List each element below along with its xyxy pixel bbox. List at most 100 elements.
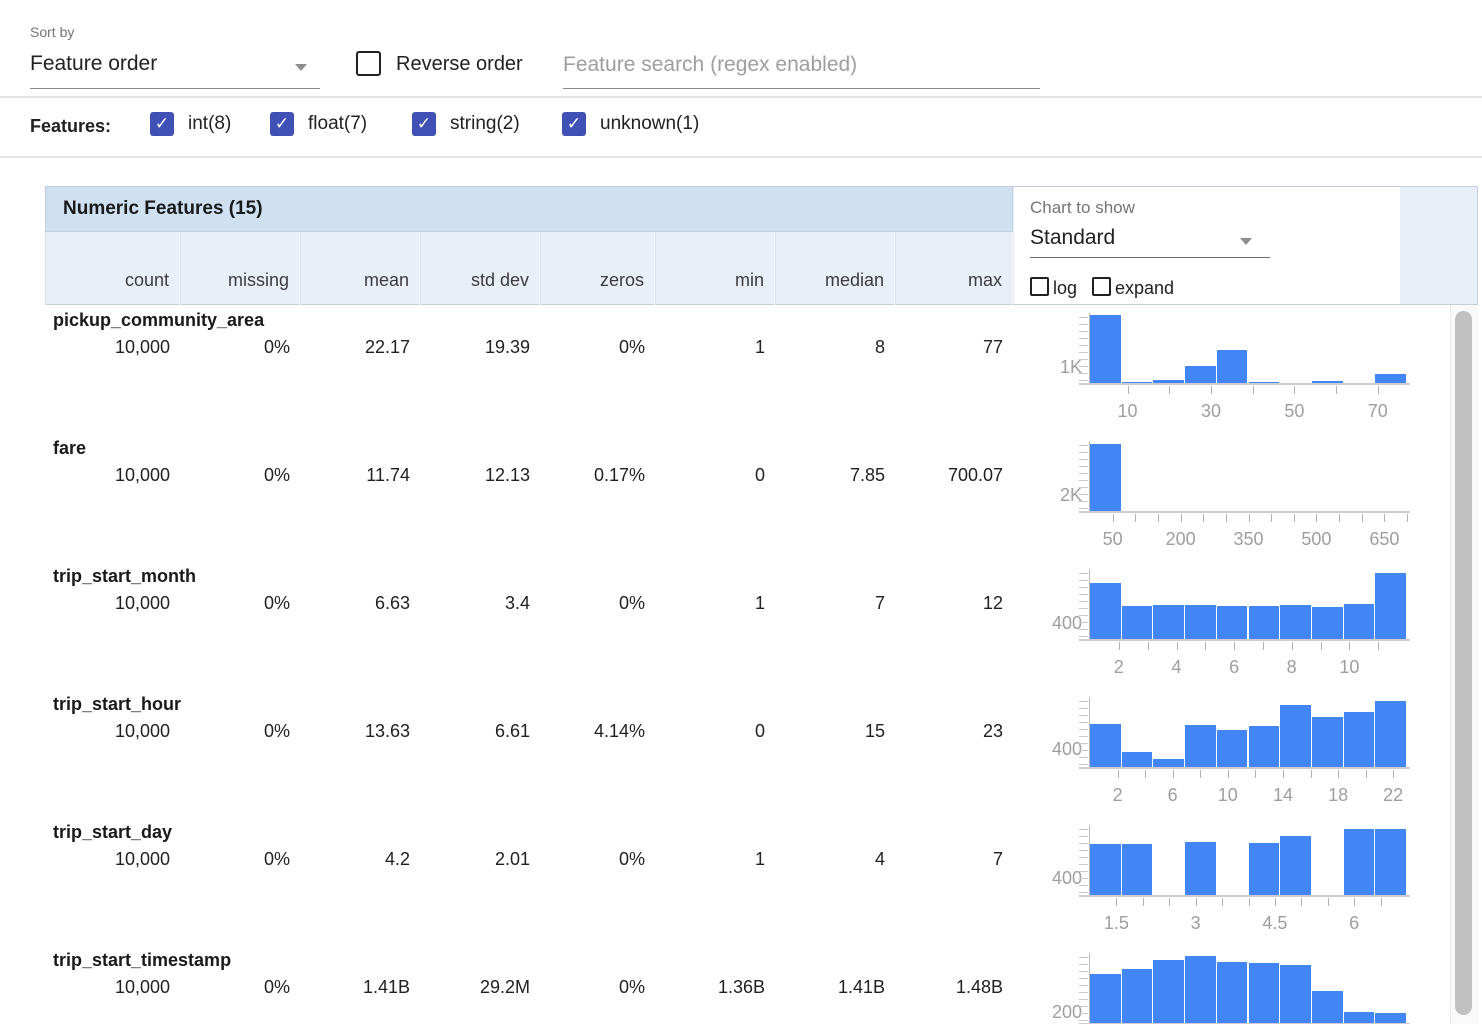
histogram-bar (1185, 366, 1216, 383)
y-axis-tick (1079, 701, 1088, 702)
x-axis-tick (1407, 514, 1408, 522)
stat-mean: 11.74 (366, 465, 410, 485)
x-axis-tick (1118, 642, 1120, 650)
feature-filter[interactable]: ✓ unknown(1) (562, 112, 699, 136)
y-axis-line (1089, 313, 1090, 383)
histogram-bar (1090, 443, 1121, 511)
chevron-down-icon[interactable] (1240, 238, 1252, 245)
stat-mean: 22.17 (364, 337, 410, 357)
histogram-bar (1121, 382, 1153, 383)
feature-histogram[interactable]: 400 1.5 3 4.5 6 (1030, 825, 1430, 943)
y-axis-line (1089, 825, 1090, 895)
histogram-bar (1248, 606, 1280, 639)
x-axis-tick (1157, 514, 1159, 522)
y-axis-tick (1079, 473, 1088, 474)
x-axis-tick (1252, 386, 1254, 394)
feature-filter[interactable]: ✓ int(8) (150, 112, 231, 136)
chart-to-show-label: Chart to show (1030, 198, 1135, 217)
y-axis-tick (1079, 1013, 1088, 1014)
feature-histogram[interactable]: 400 2 6 10 14 18 22 (1030, 697, 1430, 815)
feature-histogram[interactable]: 2K 50 200 350 500 650 (1030, 441, 1430, 559)
features-divider (0, 156, 1482, 158)
vertical-scrollbar-thumb[interactable] (1455, 311, 1472, 1015)
x-axis-tick (1176, 642, 1178, 650)
x-axis-tick (1294, 386, 1296, 394)
histogram-bar (1153, 959, 1185, 1023)
y-axis-tick (1079, 743, 1088, 744)
feature-histogram[interactable]: 200 (1030, 953, 1430, 1024)
chevron-down-icon[interactable] (295, 64, 307, 71)
stat-zeros: 4.14% (593, 721, 645, 741)
y-axis-tick (1079, 708, 1088, 709)
stat-missing: 0% (263, 593, 290, 613)
histogram-bar (1153, 380, 1185, 383)
sort-by-underline (30, 88, 320, 89)
table-row: pickup_community_area 10,000 0% 22.17 19.39 0… (45, 305, 1450, 433)
y-axis-label: 1K (1059, 357, 1082, 378)
checkmark-icon: ✓ (416, 114, 432, 133)
stat-std-dev: 6.61 (494, 721, 530, 741)
toolbar-divider (0, 96, 1482, 98)
stat-min: 1 (754, 593, 765, 613)
log-checkbox[interactable] (1030, 277, 1049, 296)
histogram-bar (1090, 314, 1121, 383)
stat-max: 12 (982, 593, 1003, 613)
filter-label: float(7) (308, 113, 368, 134)
y-axis-tick (1079, 587, 1088, 588)
checked-checkbox[interactable]: ✓ (562, 112, 586, 136)
stat-min: 1.36B (717, 977, 765, 997)
histogram-bar (1185, 725, 1216, 767)
x-axis-tick-label: 4.5 (1262, 913, 1288, 933)
feature-stats: 10,000 0% 1.41B 29.2M 0% 1.36B 1.41B 1.48B (45, 977, 1013, 998)
checked-checkbox[interactable]: ✓ (412, 112, 436, 136)
filter-label: string(2) (450, 113, 520, 134)
y-axis-tick (1079, 629, 1088, 630)
stat-zeros: 0.17% (593, 465, 645, 485)
histogram-bar (1216, 350, 1248, 383)
x-axis-tick (1172, 770, 1174, 778)
y-axis-tick (1079, 594, 1088, 595)
y-axis-tick (1079, 971, 1088, 972)
y-axis-tick (1079, 380, 1088, 381)
x-axis-tick-label: 500 (1301, 529, 1332, 549)
x-axis-tick (1320, 642, 1322, 650)
stat-max: 1.48B (955, 977, 1003, 997)
x-axis-tick (1393, 770, 1395, 778)
y-axis-label: 400 (1051, 739, 1082, 760)
y-axis-tick (1079, 359, 1088, 360)
y-axis-line (1089, 953, 1090, 1023)
checkmark-icon: ✓ (566, 114, 582, 133)
feature-name: trip_start_day (53, 822, 173, 842)
x-axis-tick-label: 350 (1233, 529, 1264, 549)
filter-label: unknown(1) (600, 113, 700, 134)
feature-filter[interactable]: ✓ string(2) (412, 112, 520, 136)
stat-count: 10,000 (114, 977, 170, 997)
x-axis-tick (1195, 898, 1197, 906)
checked-checkbox[interactable]: ✓ (270, 112, 294, 136)
histogram-bar (1311, 380, 1343, 383)
feature-histogram[interactable]: 400 2 4 6 8 10 (1030, 569, 1430, 687)
column-headers: count missing mean std dev zeros min median max (45, 232, 1013, 305)
feature-name: trip_start_timestamp (53, 950, 232, 970)
feature-search-input[interactable]: Feature search (regex enabled) (563, 53, 858, 76)
y-axis-tick (1079, 366, 1088, 367)
chart-type-dropdown[interactable]: Standard (1030, 226, 1116, 249)
reverse-order-checkbox[interactable] (356, 51, 381, 76)
expand-checkbox[interactable] (1092, 277, 1111, 296)
y-axis-tick (1079, 636, 1088, 637)
histogram-bar (1248, 382, 1280, 383)
checkmark-icon: ✓ (274, 114, 290, 133)
feature-histogram[interactable]: 1K 10 30 50 70 (1030, 313, 1430, 431)
x-axis-tick (1248, 898, 1250, 906)
checked-checkbox[interactable]: ✓ (150, 112, 174, 136)
sort-by-dropdown[interactable]: Feature order (30, 52, 158, 75)
y-axis-tick (1079, 459, 1088, 460)
y-axis-tick (1079, 601, 1088, 602)
histogram-bar (1153, 605, 1185, 639)
feature-filter[interactable]: ✓ float(7) (270, 112, 367, 136)
histogram-bar (1216, 606, 1248, 639)
checkmark-icon: ✓ (154, 114, 170, 133)
x-axis-tick-label: 6 (1349, 913, 1360, 933)
stat-zeros: 0% (618, 593, 645, 613)
table-title-band (45, 186, 1013, 232)
